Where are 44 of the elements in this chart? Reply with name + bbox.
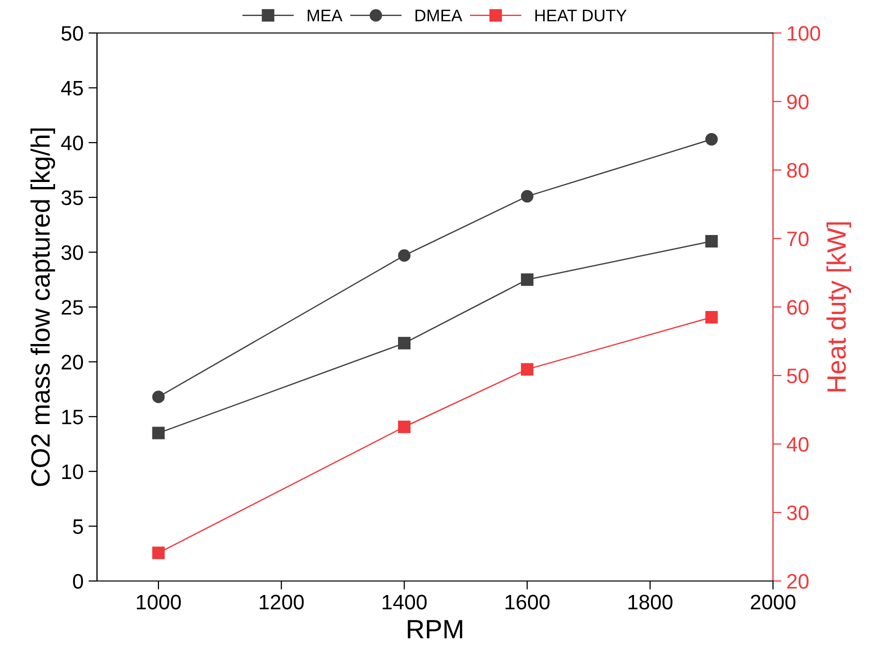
y2-tick-label: 80 [787,163,809,178]
point [520,190,534,203]
y-tick-label: 10 [62,464,83,480]
x-tick-label: 1200 [260,594,304,610]
y2-tick-label: 70 [787,232,809,246]
y-tick-label: 0 [73,574,83,589]
y2-tick-label: 40 [786,437,809,452]
y2-tick-label: 60 [787,300,809,315]
y2-tick-label: 90 [787,94,809,110]
point [152,546,165,560]
y-tick-label: 40 [61,136,83,150]
y2-tick-label: 20 [787,574,809,589]
y-tick-label: 30 [61,245,83,260]
y2-tick-label: 100 [788,26,820,41]
y-axis-title: CO2 mass flow captured [kg/h] [30,128,56,486]
y2-axis-title: Heat duty [kW] [826,222,852,392]
x-tick-label: 1400 [382,594,427,610]
legend-label: DMEA [416,10,462,22]
point [520,273,534,286]
point [705,311,718,324]
x-tick-label: 1800 [628,594,672,610]
legend-label: MEA [308,10,342,22]
y-tick-label: 25 [62,300,83,315]
x-tick-label: 2000 [750,594,796,610]
point [705,133,718,146]
point [398,420,411,434]
x-axis-title: RPM [408,620,462,638]
x-tick-label: 1600 [506,594,550,610]
y-tick-label: 45 [61,81,83,96]
y-tick-label: 50 [61,26,83,41]
point [152,426,165,440]
legend-label: HEAT DUTY [535,10,627,22]
y-tick-label: 35 [61,190,83,206]
y-tick-label: 15 [62,410,83,424]
y-tick-label: 20 [62,354,83,370]
x-tick-label: 1000 [136,594,181,610]
y2-tick-label: 50 [787,368,809,384]
y2-tick-label: 30 [786,506,809,520]
point [705,234,718,248]
point [152,390,165,404]
y-tick-label: 5 [73,519,83,534]
point [520,363,534,376]
point [398,249,411,262]
point [398,336,411,350]
